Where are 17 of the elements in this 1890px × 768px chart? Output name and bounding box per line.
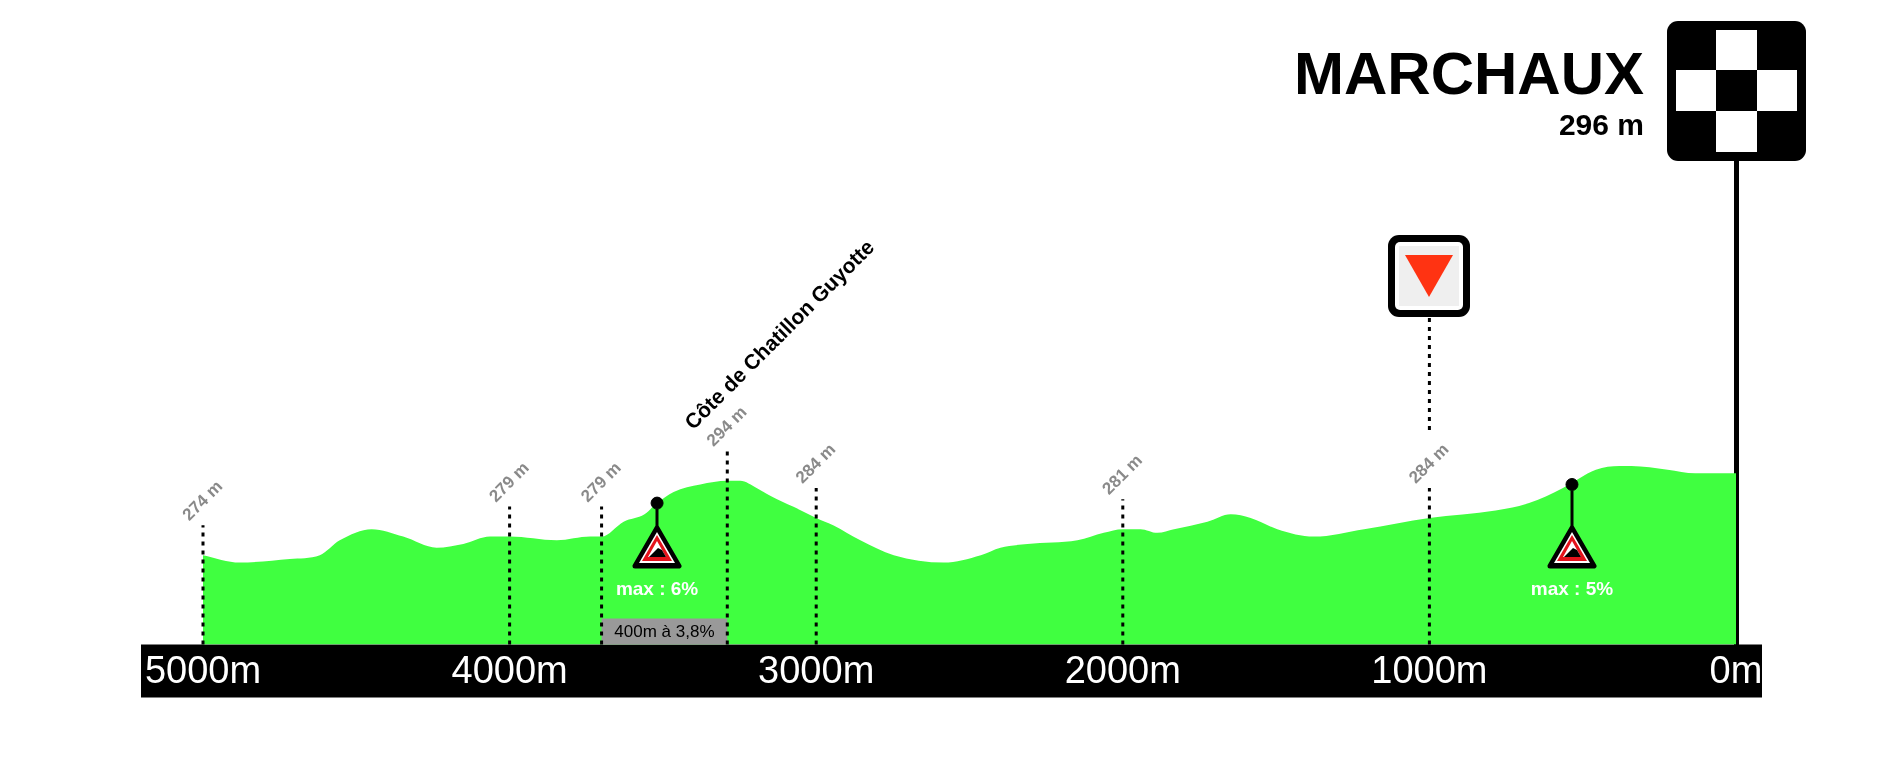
x-tick-label: 1000m — [1371, 648, 1488, 691]
x-tick-label: 0m — [1709, 648, 1763, 691]
annotation: max : 6% — [615, 577, 699, 599]
x-tick-label: 3000m — [758, 648, 875, 691]
data-label: 279 m — [577, 458, 625, 506]
x-tick-label: 5000m — [144, 648, 262, 691]
chart-subtitle: 296 m — [1558, 108, 1644, 141]
x-tick-label: 4000m — [451, 648, 568, 691]
band-label: 400m à 3,8% — [614, 622, 715, 642]
annotation: max : 5% — [1530, 577, 1614, 599]
data-label: 284 m — [1405, 439, 1453, 488]
x-tick-label: 2000m — [1064, 648, 1181, 691]
data-label: 284 m — [791, 439, 840, 488]
data-label: 281 m — [1098, 450, 1146, 499]
chart-title: MARCHAUX — [1294, 40, 1644, 107]
data-label: 279 m — [485, 458, 533, 506]
data-label: 274 m — [178, 476, 227, 525]
